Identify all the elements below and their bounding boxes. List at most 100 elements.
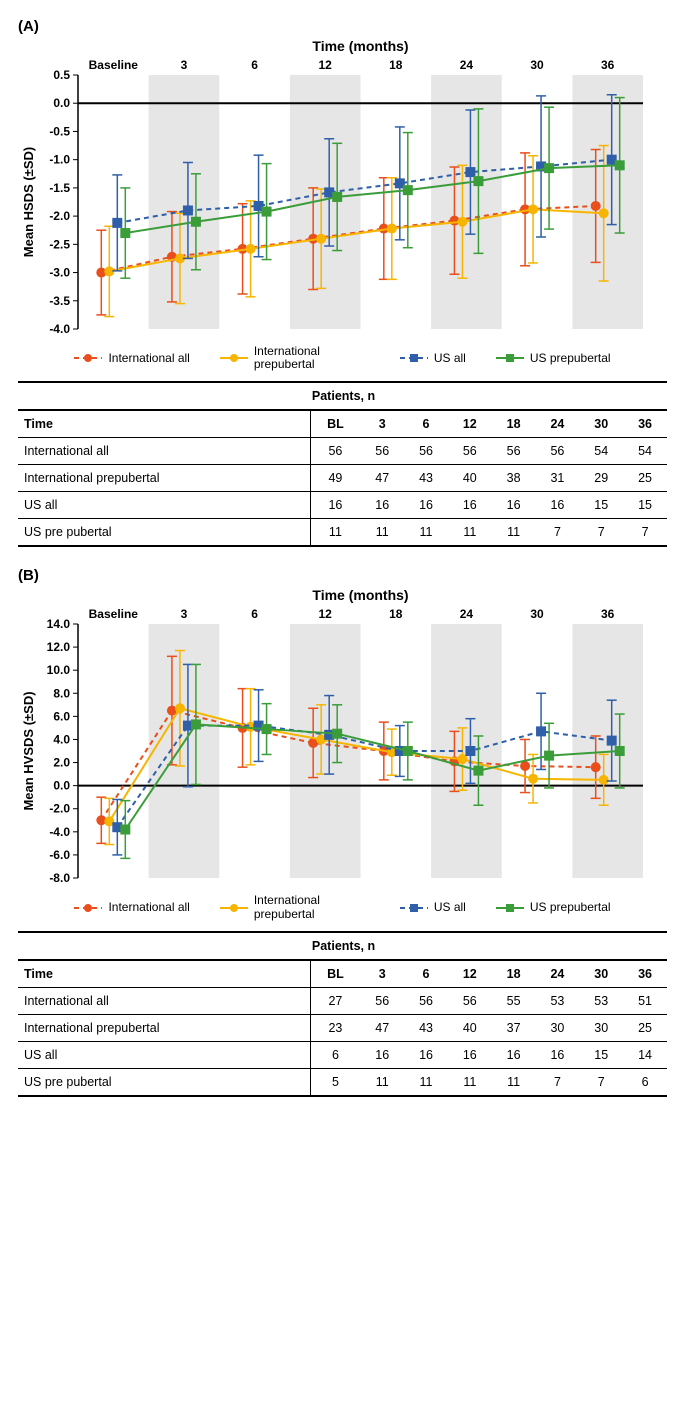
patients-table: Patients, nTimeBL361218243036Internation…	[18, 381, 667, 547]
table-cell: 56	[404, 987, 448, 1014]
chart-title: Time (months)	[312, 39, 408, 54]
y-tick-label: -2.0	[49, 209, 70, 223]
shade-column	[290, 624, 361, 878]
y-tick-label: -3.0	[49, 266, 70, 280]
table-cell: 31	[536, 465, 580, 492]
table-cell: 7	[536, 519, 580, 547]
legend-marker-icon	[496, 901, 524, 915]
table-cell: 25	[623, 465, 667, 492]
table-cell: 16	[360, 1041, 404, 1068]
table-cell: 11	[404, 519, 448, 547]
category-label: 30	[530, 607, 544, 621]
table-cell: 47	[360, 465, 404, 492]
legend-label: US all	[434, 901, 466, 914]
y-tick-label: 2.0	[53, 756, 70, 770]
table-column-header: 36	[623, 410, 667, 438]
table-column-header: 30	[579, 960, 623, 988]
marker-intl_all	[591, 763, 601, 773]
table-cell: 7	[579, 519, 623, 547]
chart-svg: 0.50.0-0.5-1.0-1.5-2.0-2.5-3.0-3.5-4.0Ti…	[18, 39, 658, 339]
panel-B: (B)14.012.010.08.06.04.02.00.0-2.0-4.0-6…	[18, 567, 667, 1096]
marker-us_pre	[191, 217, 201, 227]
table-cell: 47	[360, 1014, 404, 1041]
table-cell: 11	[360, 519, 404, 547]
table-cell: 29	[579, 465, 623, 492]
patients-table: Patients, nTimeBL361218243036Internation…	[18, 931, 667, 1097]
marker-intl_pre	[457, 217, 467, 227]
y-tick-label: -3.5	[49, 294, 70, 308]
table-cell: 55	[492, 987, 536, 1014]
table-column-header: 36	[623, 960, 667, 988]
table-cell: 30	[579, 1014, 623, 1041]
category-label: 30	[530, 58, 544, 72]
table-column-header: 24	[536, 410, 580, 438]
marker-us_pre	[473, 766, 483, 776]
category-label: Baseline	[89, 607, 139, 621]
marker-us_pre	[544, 163, 554, 173]
legend-item-us_pre: US prepubertal	[496, 894, 611, 920]
marker-intl_pre	[528, 774, 538, 784]
panel-label: (A)	[18, 18, 667, 35]
table-title: Patients, n	[18, 382, 667, 410]
category-label: 12	[319, 607, 333, 621]
table-cell: 23	[310, 1014, 360, 1041]
legend-marker-icon	[496, 351, 524, 365]
category-label: 36	[601, 58, 615, 72]
panel-A: (A)0.50.0-0.5-1.0-1.5-2.0-2.5-3.0-3.5-4.…	[18, 18, 667, 547]
table-cell: 51	[623, 987, 667, 1014]
y-tick-label: 4.0	[53, 733, 70, 747]
table-column-header: BL	[310, 960, 360, 988]
category-label: 3	[181, 607, 188, 621]
table-cell: 49	[310, 465, 360, 492]
category-label: 6	[251, 607, 258, 621]
table-cell: 6	[310, 1041, 360, 1068]
table-row-label: US pre pubertal	[18, 1068, 310, 1096]
table-cell: 11	[448, 519, 492, 547]
marker-intl_pre	[528, 204, 538, 214]
table-column-header: 18	[492, 410, 536, 438]
chart-title: Time (months)	[312, 588, 408, 603]
table-column-header: 12	[448, 410, 492, 438]
table-cell: 53	[536, 987, 580, 1014]
table-column-header: 12	[448, 960, 492, 988]
legend-marker-icon	[74, 351, 102, 365]
y-axis-label: Mean HVSDS (±SD)	[21, 692, 36, 811]
legend-marker-icon	[220, 901, 248, 915]
legend-marker-icon	[400, 351, 428, 365]
table-cell: 16	[492, 492, 536, 519]
y-tick-label: -2.0	[49, 802, 70, 816]
category-label: 24	[460, 607, 474, 621]
table-cell: 43	[404, 1014, 448, 1041]
marker-us_pre	[120, 228, 130, 238]
marker-us_all	[465, 746, 475, 756]
shade-column	[431, 75, 502, 329]
legend-label: International all	[108, 901, 189, 914]
table-cell: 54	[623, 438, 667, 465]
category-label: 18	[389, 607, 403, 621]
marker-us_pre	[473, 176, 483, 186]
marker-us_all	[183, 205, 193, 215]
table-cell: 7	[579, 1068, 623, 1096]
table-column-header: 3	[360, 960, 404, 988]
table-cell: 16	[448, 492, 492, 519]
table-cell: 14	[623, 1041, 667, 1068]
table-cell: 11	[492, 519, 536, 547]
panel-label: (B)	[18, 567, 667, 584]
table-row-label: International all	[18, 987, 310, 1014]
marker-us_pre	[615, 160, 625, 170]
y-tick-label: 6.0	[53, 710, 70, 724]
legend-label: International prepubertal	[254, 894, 370, 920]
table-cell: 38	[492, 465, 536, 492]
legend-label: US prepubertal	[530, 352, 611, 365]
table-column-header: 6	[404, 410, 448, 438]
table-cell: 5	[310, 1068, 360, 1096]
y-tick-label: 8.0	[53, 687, 70, 701]
legend-item-intl_all: International all	[74, 894, 189, 920]
table-cell: 54	[579, 438, 623, 465]
table-row-label: International all	[18, 438, 310, 465]
legend-item-intl_pre: International prepubertal	[220, 894, 370, 920]
table-row-label: International prepubertal	[18, 465, 310, 492]
marker-us_all	[465, 167, 475, 177]
y-tick-label: 0.5	[53, 68, 70, 82]
marker-us_all	[112, 218, 122, 228]
